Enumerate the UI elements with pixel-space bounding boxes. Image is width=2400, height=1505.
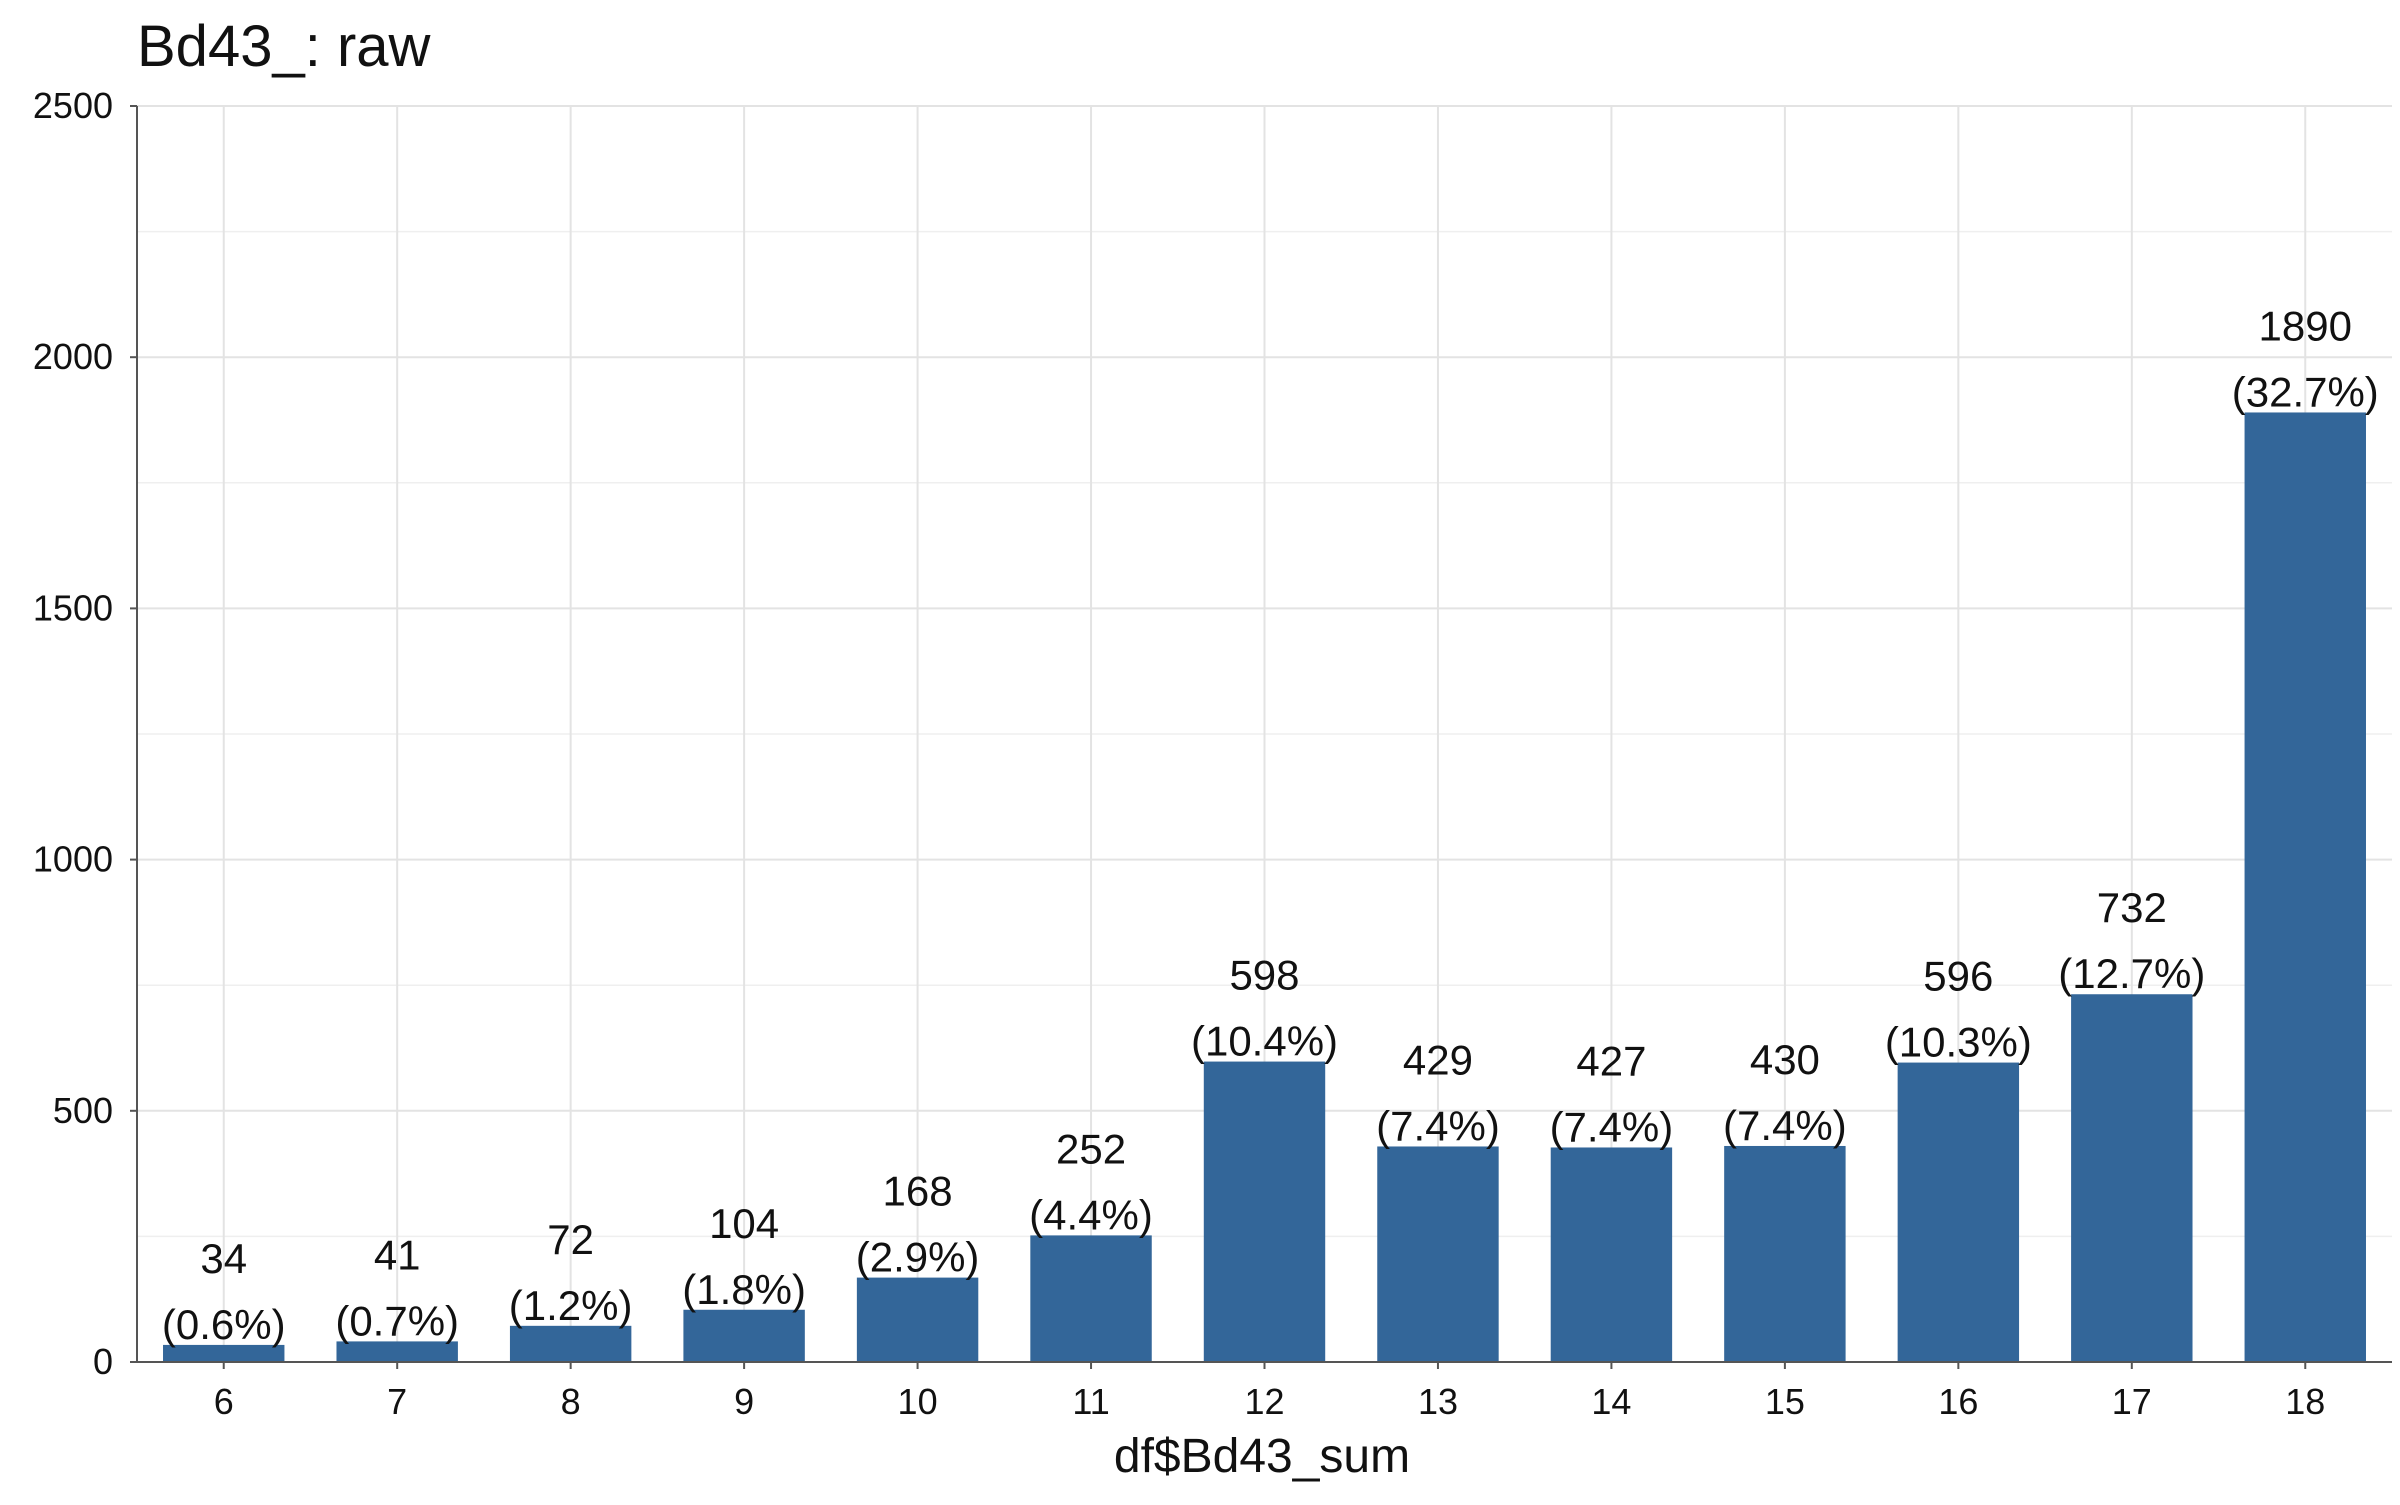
bar-10 xyxy=(856,1277,979,1362)
data-label-count: 104 xyxy=(709,1200,779,1247)
bar-18 xyxy=(2244,412,2366,1362)
x-tick-label: 17 xyxy=(2112,1381,2152,1422)
data-label-count: 34 xyxy=(200,1235,247,1282)
data-label-count: 732 xyxy=(2097,884,2167,931)
bar-9 xyxy=(683,1309,805,1362)
chart-title: Bd43_: raw xyxy=(137,14,432,79)
data-label-percent: (4.4%) xyxy=(1029,1191,1153,1238)
x-tick-label: 11 xyxy=(1072,1381,1109,1422)
x-tick-label: 14 xyxy=(1591,1381,1631,1422)
bar-7 xyxy=(336,1341,458,1362)
bars xyxy=(163,412,2366,1362)
x-axis-title: df$Bd43_sum xyxy=(1114,1430,1410,1483)
data-label-percent: (32.7%) xyxy=(2232,368,2379,415)
x-tick-label: 13 xyxy=(1418,1381,1458,1422)
bar-6 xyxy=(163,1344,285,1362)
data-label-percent: (7.4%) xyxy=(1723,1102,1847,1149)
bar-14 xyxy=(1550,1147,1673,1362)
x-axis-ticks: 6 7 8 9 10 11 12 13 14 15 16 17 18 xyxy=(214,1362,2325,1422)
data-label-count: 430 xyxy=(1750,1036,1820,1083)
data-label-count: 72 xyxy=(547,1216,594,1263)
bar-17 xyxy=(2071,994,2193,1362)
data-labels: (0.6%) 34 (0.7%) 41 (1.2%) 72 (1.8%) 104 (2.9%) 1… xyxy=(162,302,2379,1347)
y-tick-label: 1500 xyxy=(33,587,113,628)
data-label-percent: (1.8%) xyxy=(682,1266,806,1313)
data-label-percent: (7.4%) xyxy=(1550,1103,1674,1150)
data-label-count: 427 xyxy=(1576,1037,1646,1084)
bar-12 xyxy=(1203,1061,1326,1362)
data-label-percent: (1.2%) xyxy=(509,1282,633,1329)
y-tick-label: 2500 xyxy=(33,85,113,126)
x-tick-label: 10 xyxy=(898,1381,938,1422)
x-tick-label: 15 xyxy=(1765,1381,1805,1422)
data-label-percent: (0.7%) xyxy=(335,1297,459,1344)
data-label-count: 1890 xyxy=(2259,302,2352,349)
data-label-count: 596 xyxy=(1923,953,1993,1000)
data-label-percent: (2.9%) xyxy=(856,1234,980,1281)
bar-11 xyxy=(1030,1235,1152,1362)
data-label-percent: (0.6%) xyxy=(162,1301,286,1348)
x-tick-label: 16 xyxy=(1938,1381,1978,1422)
y-axis-ticks: 0 500 1000 1500 2000 2500 xyxy=(33,85,137,1382)
data-label-percent: (12.7%) xyxy=(2058,950,2205,997)
bar-8 xyxy=(509,1325,632,1362)
y-tick-label: 500 xyxy=(53,1090,113,1131)
x-tick-label: 12 xyxy=(1244,1381,1284,1422)
bar-15 xyxy=(1724,1145,1846,1362)
data-label-count: 429 xyxy=(1403,1036,1473,1083)
x-tick-label: 6 xyxy=(214,1381,234,1422)
y-tick-label: 1000 xyxy=(33,839,113,880)
data-label-percent: (10.3%) xyxy=(1885,1019,2032,1066)
x-tick-label: 8 xyxy=(561,1381,581,1422)
bar-16 xyxy=(1897,1062,2020,1362)
data-label-count: 598 xyxy=(1229,952,1299,999)
y-tick-label: 2000 xyxy=(33,336,113,377)
data-label-percent: (7.4%) xyxy=(1376,1102,1500,1149)
x-tick-label: 18 xyxy=(2285,1381,2325,1422)
data-label-count: 252 xyxy=(1056,1125,1126,1172)
y-tick-label: 0 xyxy=(93,1341,113,1382)
x-tick-label: 9 xyxy=(734,1381,754,1422)
bar-13 xyxy=(1377,1146,1499,1362)
x-tick-label: 7 xyxy=(387,1381,407,1422)
data-label-percent: (10.4%) xyxy=(1191,1018,1338,1065)
data-label-count: 168 xyxy=(883,1168,953,1215)
data-label-count: 41 xyxy=(374,1231,421,1278)
